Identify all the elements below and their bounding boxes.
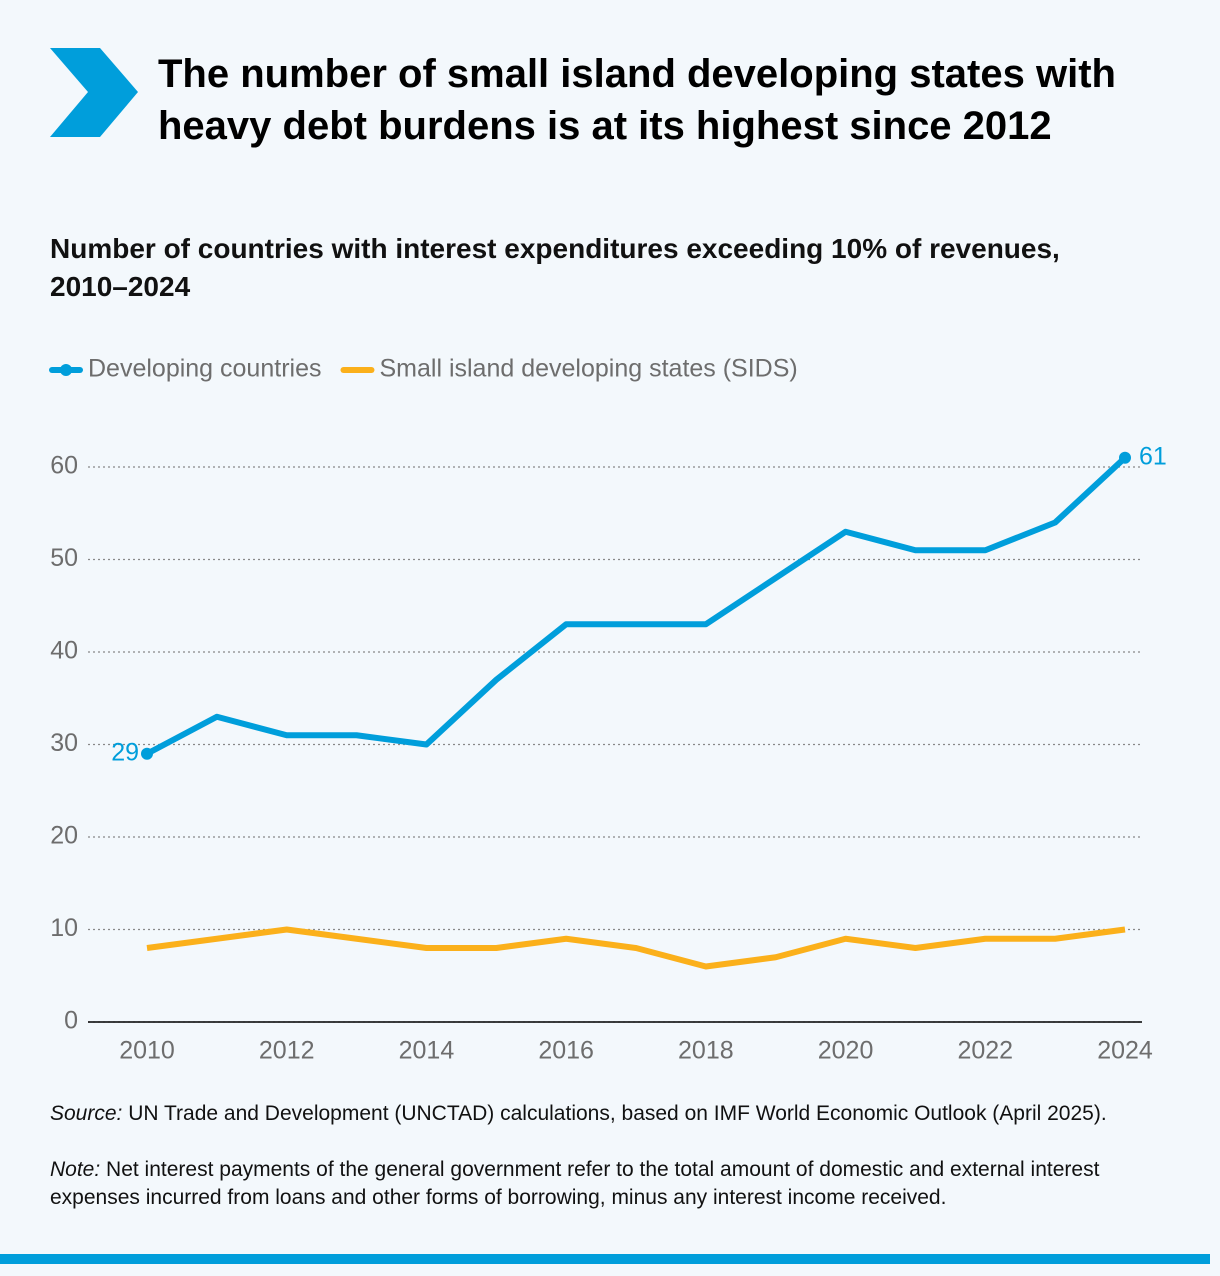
y-tick-label: 0 (64, 1007, 78, 1035)
chevron-icon (50, 48, 138, 137)
x-tick-label: 2020 (818, 1037, 874, 1065)
y-tick-label: 40 (50, 637, 78, 665)
x-tick-label: 2016 (538, 1037, 594, 1065)
note-text: Net interest payments of the general gov… (50, 1158, 1100, 1209)
x-tick-label: 2010 (119, 1037, 175, 1065)
note-label: Note: (50, 1158, 101, 1181)
y-tick-label: 60 (50, 452, 78, 480)
y-tick-label: 20 (50, 822, 78, 850)
series-line (146, 926, 1126, 970)
title: The number of small island developing st… (158, 52, 1116, 148)
source: Source: UN Trade and Development (UNCTAD… (50, 1100, 1160, 1128)
series-line (145, 455, 1128, 757)
data-label: 61 (1139, 442, 1167, 470)
legend-label: Developing countries (88, 355, 321, 383)
data-label: 29 (111, 738, 139, 766)
end-marker (141, 747, 153, 760)
y-tick-label: 10 (50, 914, 78, 942)
note: Note: Net interest payments of the gener… (50, 1156, 1160, 1212)
x-tick-label: 2024 (1097, 1037, 1153, 1065)
legend-label: Small island developing states (SIDS) (379, 355, 797, 383)
source-label: Source: (50, 1102, 123, 1125)
chart-title: Number of countries with interest expend… (50, 233, 1060, 302)
y-tick-label: 30 (50, 729, 78, 757)
x-tick-label: 2018 (678, 1037, 734, 1065)
end-marker (1119, 451, 1131, 464)
x-tick-label: 2012 (259, 1037, 315, 1065)
bottom-bar (0, 1254, 1210, 1264)
source-text: UN Trade and Development (UNCTAD) calcul… (128, 1102, 1107, 1125)
x-tick-label: 2022 (957, 1037, 1013, 1065)
x-tick-label: 2014 (399, 1037, 455, 1065)
legend-marker (60, 364, 72, 376)
y-tick-label: 50 (50, 544, 78, 572)
